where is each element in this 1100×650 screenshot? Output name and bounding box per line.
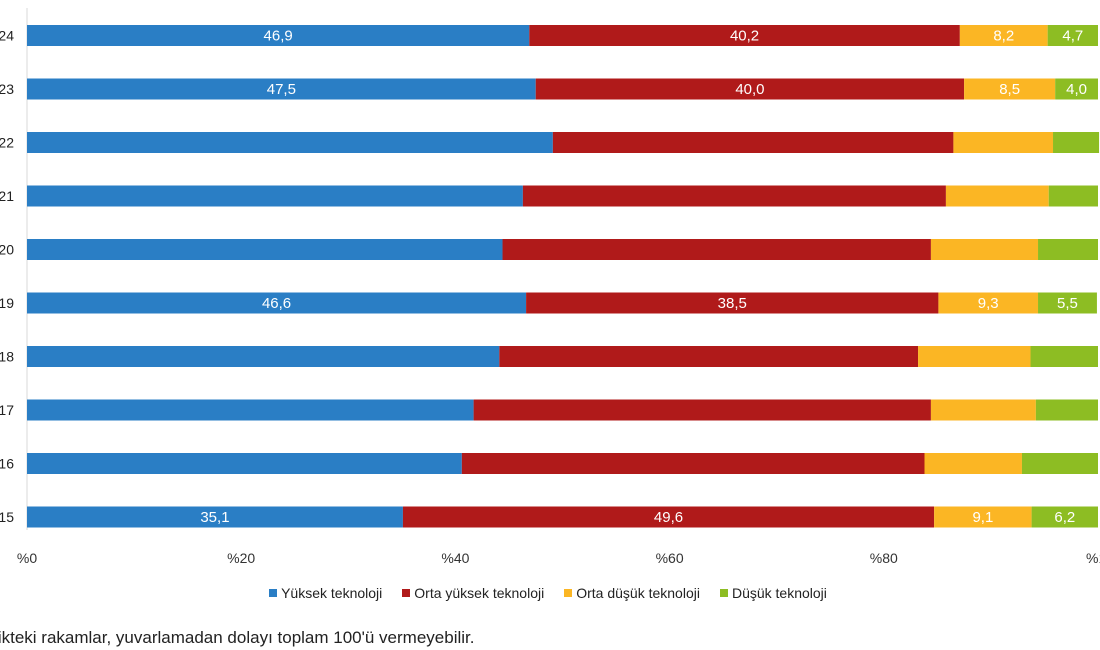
bar-segment-22-0 [27,132,553,153]
bar-segment-15-1 [402,506,935,528]
year-label-24: 24 [0,28,14,44]
bar-segment-20-2 [930,239,1039,260]
bar-segment-23-3 [1055,78,1098,100]
x-tick-label: %40 [441,550,469,566]
data-label-23-2: 8,5 [999,81,1020,98]
bar-segment-15-3 [1031,506,1098,528]
data-label-19-0: 46,6 [262,295,291,312]
bar-segment-21-3 [1048,185,1098,207]
bar-segment-21-2 [945,185,1049,207]
legend-item: Düşük teknoloji [712,585,827,601]
legend-label: Orta düşük teknoloji [576,585,700,601]
bar-segment-24-2 [959,25,1048,46]
legend-swatch [402,589,411,597]
bar-segment-23-2 [964,78,1056,100]
year-labels-group: 24 23 22 21 20 19 18 17 16 15 [0,28,14,526]
legend-label: Düşük teknoloji [731,585,827,601]
bar-segment-19-1 [526,292,939,314]
data-label-15-1: 49,6 [654,509,683,526]
year-label-16: 16 [0,456,14,472]
year-label-15: 15 [0,509,14,525]
legend-label: Orta yüksek teknoloji [414,585,545,601]
year-label-19: 19 [0,295,14,311]
legend-item: Orta düşük teknoloji [556,585,700,601]
legend-swatch [269,589,278,597]
bar-segment-18-0 [27,346,500,367]
bar-segment-19-2 [938,292,1039,314]
footnote: rafikteki rakamlar, yuvarlamadan dolayı … [0,628,475,647]
legend-item: Orta yüksek teknoloji [394,585,544,601]
data-label-23-1: 40,0 [735,81,764,98]
bar-segment-17-3 [1035,399,1098,421]
data-label-24-2: 8,2 [993,28,1014,45]
bar-segment-18-2 [918,346,1031,367]
data-label-24-3: 4,7 [1062,28,1083,45]
legend-label: Yüksek teknoloji [281,585,383,601]
legend: Yüksek teknoloji Orta yüksek teknoloji Ort… [0,585,1100,601]
bar-segment-19-0 [27,292,527,314]
data-label-15-3: 6,2 [1054,509,1075,526]
bar-segment-23-0 [27,78,536,100]
bar-segment-15-0 [27,506,403,528]
stacked-bar-chart: 46,9 40,2 8,2 4,7 47,5 40,0 8,5 4,0 46,6 38,5 9,3 5… [0,8,1100,566]
data-label-15-2: 9,1 [972,509,993,526]
year-label-17: 17 [0,402,14,418]
legend-swatch [564,589,573,597]
data-label-19-2: 9,3 [978,295,999,312]
data-label-19-3: 5,5 [1057,295,1078,312]
bar-segment-16-1 [461,453,925,474]
bar-segment-21-1 [522,185,946,207]
year-label-22: 22 [0,135,14,151]
bar-segment-15-2 [934,506,1032,528]
bar-segment-22-3 [1053,132,1100,153]
year-label-18: 18 [0,349,14,365]
x-ticks-group: %0 %20 %40 %60 %80 %1 [17,550,1100,566]
year-label-20: 20 [0,242,14,258]
bar-segment-24-3 [1047,25,1098,46]
data-label-24-1: 40,2 [730,28,759,45]
bar-segment-22-1 [552,132,954,153]
bar-segment-24-1 [529,25,960,46]
data-label-19-1: 38,5 [718,295,747,312]
bar-segment-18-3 [1030,346,1098,367]
bar-segment-17-2 [930,399,1036,421]
data-label-15-0: 35,1 [200,509,229,526]
data-label-23-3: 4,0 [1066,81,1087,98]
bar-segment-23-1 [535,78,965,100]
bar-segment-16-3 [1021,453,1098,474]
x-tick-label: %20 [227,550,255,566]
bar-segment-20-3 [1038,239,1098,260]
bar-segment-19-3 [1038,292,1097,314]
x-tick-label: %0 [17,550,37,566]
data-label-24-0: 46,9 [264,28,293,45]
bar-segment-16-0 [27,453,462,474]
bar-segment-17-1 [473,399,931,421]
bar-segment-20-1 [502,239,931,260]
bar-segment-24-0 [27,25,530,46]
year-label-21: 21 [0,188,14,204]
bar-segment-21-0 [27,185,523,207]
bar-segment-18-1 [499,346,919,367]
year-label-23: 23 [0,81,14,97]
bar-segment-17-0 [27,399,474,421]
bars-group: 46,9 40,2 8,2 4,7 47,5 40,0 8,5 4,0 46,6 38,5 9,3 5… [27,25,1100,528]
bar-segment-16-2 [924,453,1022,474]
x-tick-label: %1 [1086,550,1100,566]
legend-item: Yüksek teknoloji [261,585,382,601]
bar-segment-20-0 [27,239,503,260]
x-tick-label: %60 [656,550,684,566]
data-label-23-0: 47,5 [267,81,296,98]
x-tick-label: %80 [870,550,898,566]
bar-segment-22-2 [953,132,1054,153]
legend-swatch [719,589,728,597]
